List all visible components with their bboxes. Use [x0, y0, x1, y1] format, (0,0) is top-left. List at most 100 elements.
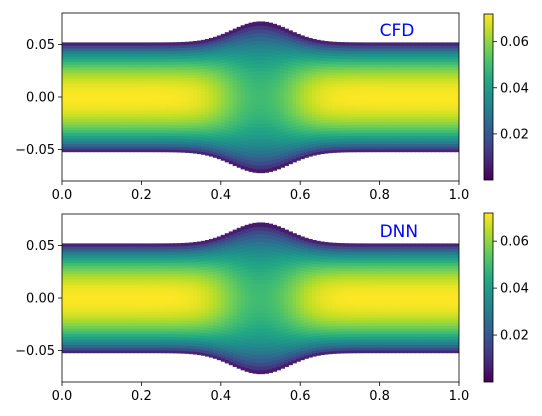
heat-cell: [101, 257, 107, 261]
heat-cell: [220, 62, 226, 67]
heat-cell: [339, 138, 345, 142]
heat-cell: [137, 262, 142, 266]
heat-cell: [81, 127, 87, 131]
heat-cell: [196, 54, 202, 59]
heat-cell: [133, 289, 139, 294]
heat-cell: [129, 265, 135, 269]
heat-cell: [169, 110, 174, 115]
heat-cell: [145, 276, 150, 280]
heat-cell: [447, 132, 452, 136]
heat-cell: [375, 42, 381, 46]
heat-cell: [256, 157, 262, 162]
heat-cell: [399, 99, 405, 104]
heat-cell: [272, 78, 277, 83]
heat-cell: [196, 122, 202, 126]
heat-cell: [81, 69, 87, 74]
heat-cell: [69, 135, 75, 139]
heat-cell: [296, 40, 301, 44]
heat-cell: [224, 129, 230, 134]
heat-cell: [77, 148, 83, 153]
heat-cell: [367, 129, 373, 134]
heat-cell: [447, 66, 452, 71]
heat-cell: [371, 69, 377, 74]
heat-cell: [228, 30, 234, 35]
heat-cell: [280, 100, 285, 105]
heat-cell: [248, 134, 254, 139]
heat-cell: [101, 308, 107, 313]
heat-cell: [387, 124, 393, 128]
heat-cell: [280, 107, 285, 112]
heat-cell: [300, 143, 305, 147]
heat-cell: [355, 56, 361, 60]
heat-cell: [109, 248, 115, 253]
heat-cell: [363, 135, 369, 139]
y-tick-label: 0.05: [26, 38, 55, 53]
heat-cell: [177, 42, 182, 46]
heat-cell: [73, 94, 79, 98]
heat-cell: [65, 146, 71, 150]
heat-cell: [343, 107, 349, 112]
heat-cell: [117, 86, 123, 90]
heat-cell: [129, 278, 135, 283]
heat-cell: [292, 142, 297, 147]
heat-cell: [137, 102, 142, 106]
heat-cell: [153, 254, 158, 258]
heat-cell: [423, 66, 428, 71]
heat-cell: [252, 40, 258, 46]
heat-cell: [252, 21, 258, 27]
heat-cell: [244, 151, 250, 157]
heat-cell: [89, 349, 95, 354]
heat-cell: [101, 102, 107, 106]
heat-cell: [236, 153, 242, 158]
heat-cell: [236, 61, 242, 67]
heat-cell: [97, 325, 103, 329]
heat-cell: [419, 47, 424, 52]
heat-cell: [351, 97, 357, 101]
heat-cell: [248, 56, 254, 61]
heat-cell: [137, 336, 142, 340]
heat-cell: [105, 265, 111, 269]
heat-cell: [236, 100, 242, 105]
heat-cell: [391, 143, 397, 147]
heat-cell: [141, 105, 146, 109]
heat-cell: [220, 55, 226, 60]
heat-cell: [431, 113, 436, 117]
heat-cell: [105, 69, 111, 74]
heat-cell: [316, 56, 321, 61]
heat-cell: [173, 61, 178, 65]
heat-cell: [113, 86, 119, 90]
heat-cell: [427, 66, 432, 71]
heat-cell: [455, 129, 459, 134]
heat-cell: [312, 125, 317, 130]
heat-cell: [443, 99, 448, 104]
heat-cell: [85, 50, 91, 54]
heat-cell: [121, 311, 127, 315]
heat-cell: [62, 295, 67, 299]
heat-cell: [145, 243, 150, 247]
heat-cell: [93, 322, 99, 326]
heat-cell: [316, 117, 321, 121]
heat-cell: [252, 25, 258, 30]
heat-cell: [141, 42, 146, 46]
heat-cell: [101, 86, 107, 90]
heat-cell: [280, 79, 285, 84]
heat-cell: [69, 276, 75, 280]
heat-cell: [101, 88, 107, 93]
heat-cell: [133, 107, 139, 112]
heat-cell: [280, 75, 285, 81]
heat-cell: [355, 135, 361, 139]
heat-cell: [359, 72, 365, 76]
heat-cell: [304, 109, 309, 113]
heat-cell: [77, 140, 83, 145]
heat-cell: [105, 300, 111, 305]
heat-cell: [69, 295, 75, 299]
heat-cell: [153, 121, 158, 125]
heat-cell: [117, 311, 123, 315]
heat-cell: [320, 46, 325, 50]
heat-cell: [216, 106, 222, 110]
heat-cell: [117, 270, 123, 275]
heat-cell: [224, 113, 230, 118]
heat-cell: [411, 102, 416, 106]
heat-cell: [300, 130, 305, 135]
heat-cell: [105, 135, 111, 139]
